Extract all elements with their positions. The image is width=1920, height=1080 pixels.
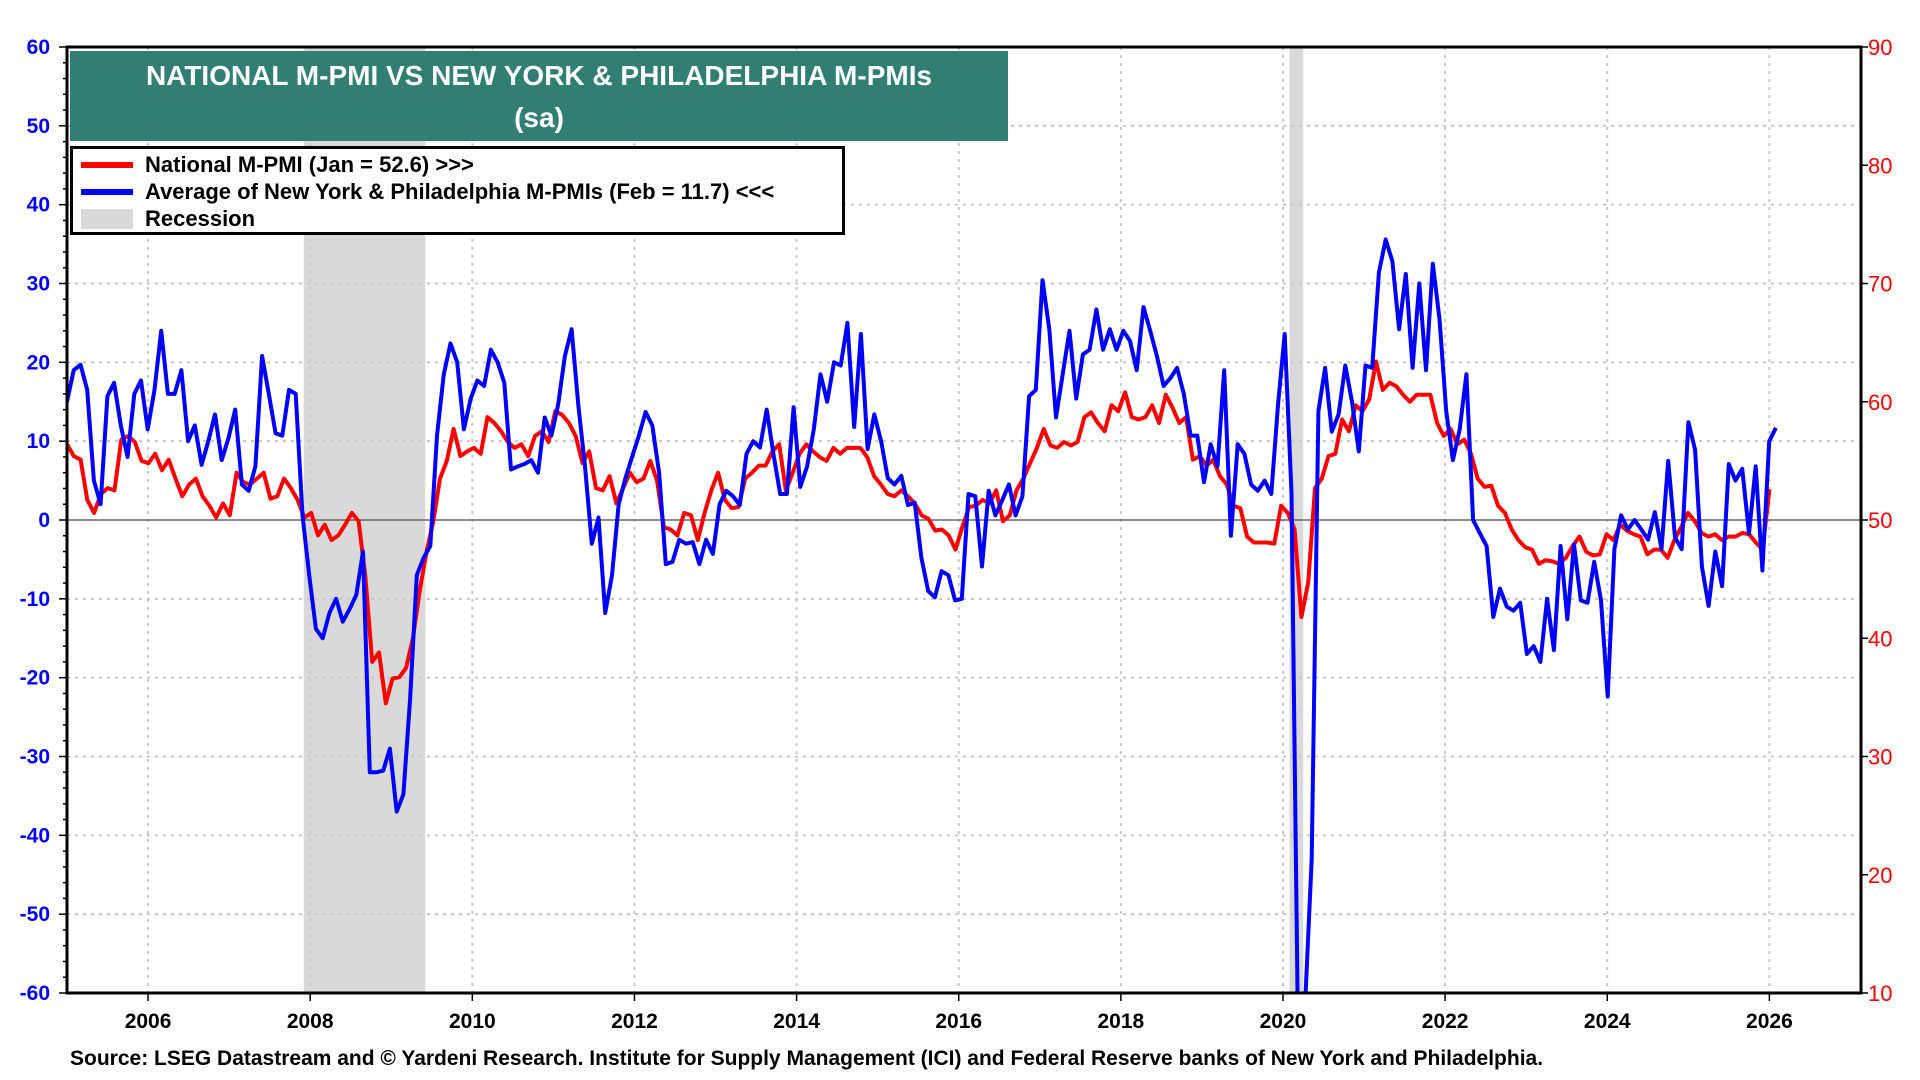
y-left-tick-label: 40 <box>27 194 50 217</box>
y-right-tick-label: 40 <box>1868 626 1892 651</box>
legend-swatch-blue <box>81 188 133 195</box>
y-left-tick-label: -20 <box>20 667 50 690</box>
y-left-tick-label: 20 <box>27 351 50 374</box>
y-left-tick-label: 30 <box>27 273 50 296</box>
series-line-national <box>67 359 1772 706</box>
x-tick-label: 2016 <box>935 1010 982 1033</box>
source-note: Source: LSEG Datastream and © Yardeni Re… <box>70 1047 1544 1070</box>
chart-subtitle: (sa) <box>514 102 564 133</box>
x-tick-label: 2020 <box>1260 1010 1307 1033</box>
legend-item-national: National M-PMI (Jan = 52.6) >>> <box>81 151 834 178</box>
y-left-tick-label: 50 <box>27 115 50 138</box>
x-tick-label: 2018 <box>1098 1010 1145 1033</box>
x-tick-label: 2010 <box>449 1010 496 1033</box>
chart-title-box: NATIONAL M-PMI VS NEW YORK & PHILADELPHI… <box>70 51 1008 141</box>
y-right-tick-label: 60 <box>1868 390 1892 415</box>
legend-swatch-recession <box>81 208 133 229</box>
legend-label: Average of New York & Philadelphia M-PMI… <box>145 178 775 204</box>
y-left-tick-label: -10 <box>20 588 50 611</box>
x-tick-label: 2026 <box>1746 1010 1793 1033</box>
x-tick-label: 2022 <box>1422 1010 1469 1033</box>
legend-label: Recession <box>145 205 256 231</box>
plot-frame <box>65 45 1863 995</box>
legend-item-ny-philly: Average of New York & Philadelphia M-PMI… <box>81 178 834 205</box>
x-tick-label: 2008 <box>287 1010 334 1033</box>
y-right-tick-label: 70 <box>1868 272 1892 297</box>
y-right-tick-label: 30 <box>1868 745 1892 770</box>
y-right-tick-label: 20 <box>1868 863 1892 888</box>
legend-item-recession: Recession <box>81 205 834 232</box>
y-left-tick-label: 0 <box>38 509 50 532</box>
y-right-tick-label: 90 <box>1868 35 1892 60</box>
x-tick-label: 2024 <box>1584 1010 1631 1033</box>
x-tick-label: 2012 <box>611 1010 658 1033</box>
y-right-tick-label: 50 <box>1868 508 1892 533</box>
y-left-tick-label: -60 <box>20 982 50 1005</box>
y-left-tick-label: 60 <box>27 36 50 59</box>
y-right-tick-label: 10 <box>1868 981 1892 1006</box>
y-left-tick-label: 10 <box>27 430 50 453</box>
chart-title: NATIONAL M-PMI VS NEW YORK & PHILADELPHI… <box>145 60 933 91</box>
y-left-tick-label: -30 <box>20 746 50 769</box>
y-right-tick-label: 80 <box>1868 153 1892 178</box>
x-tick-label: 2006 <box>125 1010 172 1033</box>
legend-label: National M-PMI (Jan = 52.6) >>> <box>145 151 474 177</box>
x-tick-label: 2014 <box>773 1010 820 1033</box>
legend-swatch-red <box>81 161 133 168</box>
y-left-tick-label: -40 <box>20 824 50 847</box>
legend: National M-PMI (Jan = 52.6) >>> Average … <box>70 146 845 235</box>
series-line-ny-philly <box>67 237 1778 993</box>
y-left-tick-label: -50 <box>20 903 50 926</box>
